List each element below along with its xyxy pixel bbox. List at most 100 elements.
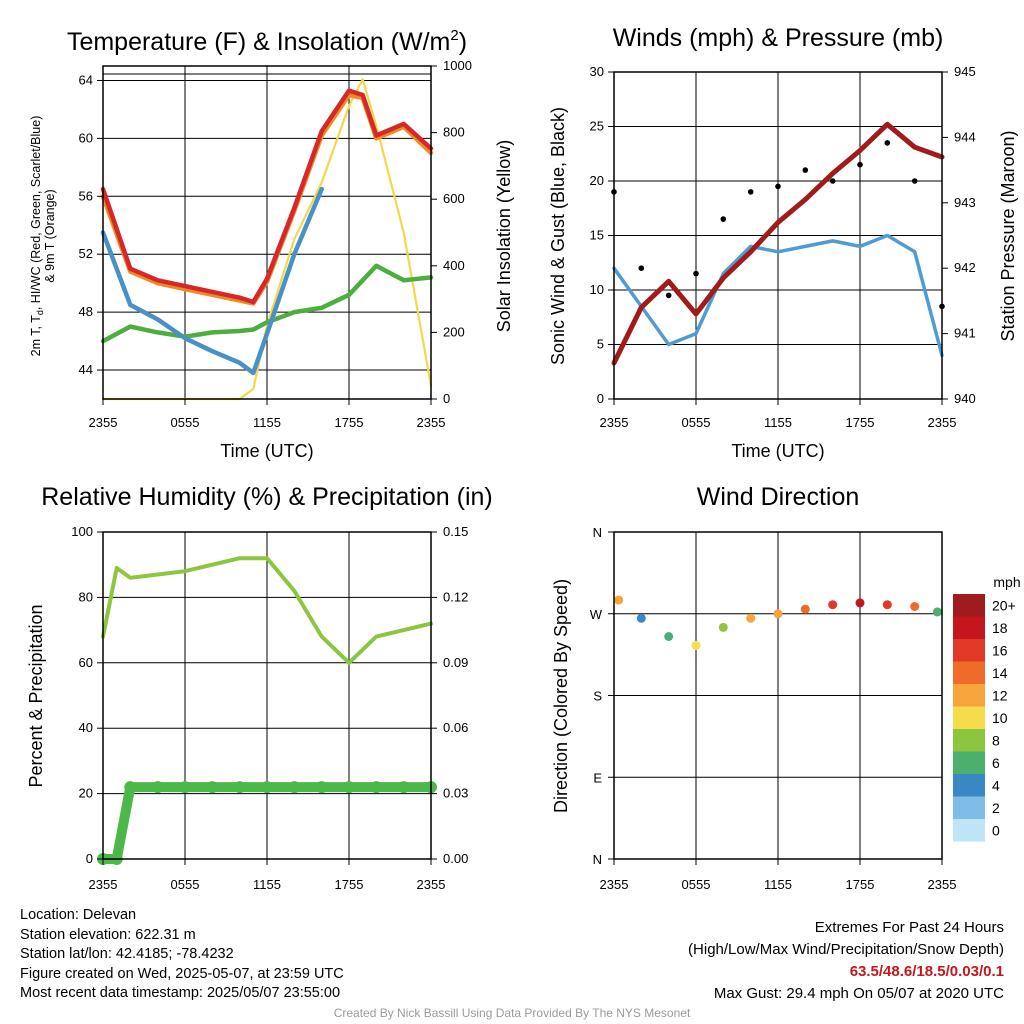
dir-legend-swatch <box>953 729 985 752</box>
dir-ytick-label: S <box>593 689 602 704</box>
dir-point <box>855 598 865 608</box>
dir-ytick-label: N <box>593 852 602 867</box>
station-location: Location: Delevan <box>20 907 137 923</box>
wind-xtick-label: 2355 <box>600 415 629 430</box>
credit-line: Created By Nick Bassill Using Data Provi… <box>333 1006 691 1020</box>
dir-series <box>614 595 942 650</box>
wind-panel: Winds (mph) & Pressure (mb) 2355 0555 1155… <box>548 24 1018 461</box>
temp-panel: Temperature (F) & Insolation (W/m2) 2355… <box>29 27 514 461</box>
rh-y2tick-label: 0.06 <box>443 720 468 735</box>
station-latlon: Station lat/lon: 42.4185; -78.4232 <box>20 946 234 962</box>
rh-precip-point <box>261 781 273 794</box>
dir-legend-label: 18 <box>992 620 1008 636</box>
dir-legend-swatch <box>953 774 985 797</box>
temp-ytick-label: 52 <box>79 246 93 261</box>
temp-y2tick-label: 400 <box>443 258 465 273</box>
wind-xtick-label: 1155 <box>764 415 792 430</box>
rh-ytick-label: 20 <box>79 786 93 801</box>
dir-point <box>691 641 701 650</box>
rh-xtick-label: 0555 <box>171 877 200 892</box>
dir-legend-label: 4 <box>992 777 1000 793</box>
dir-legend-swatch <box>953 684 985 707</box>
wind-gust-point <box>638 265 645 272</box>
rh-grid <box>102 531 432 860</box>
wind-y2tick-label: 944 <box>954 129 976 144</box>
rh-precip-point <box>151 781 164 794</box>
dir-point <box>910 602 920 611</box>
wind-series-pressure <box>611 121 945 366</box>
dir-title: Wind Direction <box>697 483 860 511</box>
dir-xtick-label: 0555 <box>682 877 711 892</box>
rh-ticks: 2355 0555 1155 1755 2355 0 20 40 60 80 100 0.00 0.03… <box>71 524 468 892</box>
dir-ylabel: Direction (Colored By Speed) <box>551 579 571 813</box>
rh-ytick-label: 100 <box>71 524 93 539</box>
temp-xtick-label: 0555 <box>171 415 200 430</box>
dir-point <box>932 607 942 617</box>
station-elevation: Station elevation: 622.31 m <box>20 926 196 943</box>
wind-title: Winds (mph) & Pressure (mb) <box>613 24 944 52</box>
wind-gust-point <box>693 270 699 277</box>
dir-ytick-label: N <box>593 525 602 540</box>
temp-series-hi-wc <box>100 186 324 376</box>
dir-panel: Wind Direction 2355 0555 1155 1755 2355 N E S W N… <box>551 483 1021 892</box>
wind-y2label: Station Pressure (Maroon) <box>998 130 1018 341</box>
wind-gust-point <box>857 161 863 168</box>
temp-series-td <box>100 263 434 344</box>
dir-legend-label: 20+ <box>992 597 1016 613</box>
rh-panel: Relative Humidity (%) & Precipitation (i… <box>26 483 493 892</box>
dir-point <box>746 613 756 623</box>
temp-grid <box>102 66 432 399</box>
temp-title: Temperature (F) & Insolation (W/m2) <box>67 27 467 56</box>
temp-ytick-label: 48 <box>79 304 93 319</box>
rh-precip-point <box>288 781 301 794</box>
dir-ticks: 2355 0555 1155 1755 2355 N E S W N <box>590 525 957 892</box>
temp-ytick-label: 60 <box>79 130 93 145</box>
dir-legend-swatch <box>953 661 985 684</box>
rh-xtick-label: 2355 <box>89 877 118 892</box>
rh-y2tick-label: 0.00 <box>443 851 468 866</box>
recent-timestamp: Most recent data timestamp: 2025/05/07 2… <box>20 985 341 1001</box>
rh-ytick-label: 0 <box>86 851 93 866</box>
dir-point <box>773 609 783 619</box>
rh-ytick-label: 80 <box>79 589 93 604</box>
dir-point <box>636 613 646 623</box>
extremes-box: Extremes For Past 24 Hours (High/Low/Max… <box>688 917 1004 1005</box>
dir-legend-swatch <box>953 594 985 617</box>
temp-ticks: 2355 0555 1155 1755 2355 44 48 52 56 60 64 0 200 400 6… <box>79 58 472 430</box>
dir-legend-label: 14 <box>992 665 1008 681</box>
wind-ytick-label: 25 <box>590 119 604 134</box>
wind-ytick-label: 15 <box>590 228 604 243</box>
temp-ylabel-line1: 2m T, Td, HI/WC (Red, Green, Scarlet/Blu… <box>29 116 45 357</box>
wind-gust-point <box>884 140 891 146</box>
wind-ticks: 2355 0555 1155 1755 2355 0 5 10 15 20 25 30 940 941 94… <box>590 64 976 430</box>
temp-ytick-label: 56 <box>79 188 93 203</box>
dir-ytick-label: E <box>593 770 602 785</box>
rh-y2tick-label: 0.15 <box>443 524 468 539</box>
temp-xtick-label: 1155 <box>253 415 281 430</box>
rh-ylabel: Percent & Precipitation <box>26 604 46 787</box>
wind-xtick-label: 1755 <box>846 415 875 430</box>
dir-legend-label: 6 <box>992 755 1000 771</box>
wind-gust-point <box>802 167 809 173</box>
rh-series-humidity <box>101 556 433 665</box>
rh-ytick-label: 40 <box>79 720 93 735</box>
wind-grid <box>613 71 943 400</box>
dir-xtick-label: 1755 <box>846 877 875 892</box>
rh-xtick-label: 1155 <box>253 877 281 892</box>
temp-y2tick-label: 0 <box>443 391 450 406</box>
wind-xlabel: Time (UTC) <box>731 441 824 461</box>
dir-legend-title: mph <box>993 574 1020 590</box>
dir-legend-swatch <box>953 616 985 639</box>
dir-xtick-label: 2355 <box>928 877 957 892</box>
wind-y2tick-label: 940 <box>954 391 976 406</box>
temp-xtick-label: 1755 <box>335 415 364 430</box>
wind-ytick-label: 20 <box>590 173 604 188</box>
rh-precip-point <box>343 781 355 794</box>
wind-y2tick-label: 941 <box>954 326 976 341</box>
wind-gust-point <box>665 292 672 299</box>
rh-ytick-label: 60 <box>79 655 93 670</box>
dir-legend-swatch <box>953 639 985 662</box>
wind-y2tick-label: 942 <box>954 260 976 275</box>
dir-grid <box>613 531 943 860</box>
